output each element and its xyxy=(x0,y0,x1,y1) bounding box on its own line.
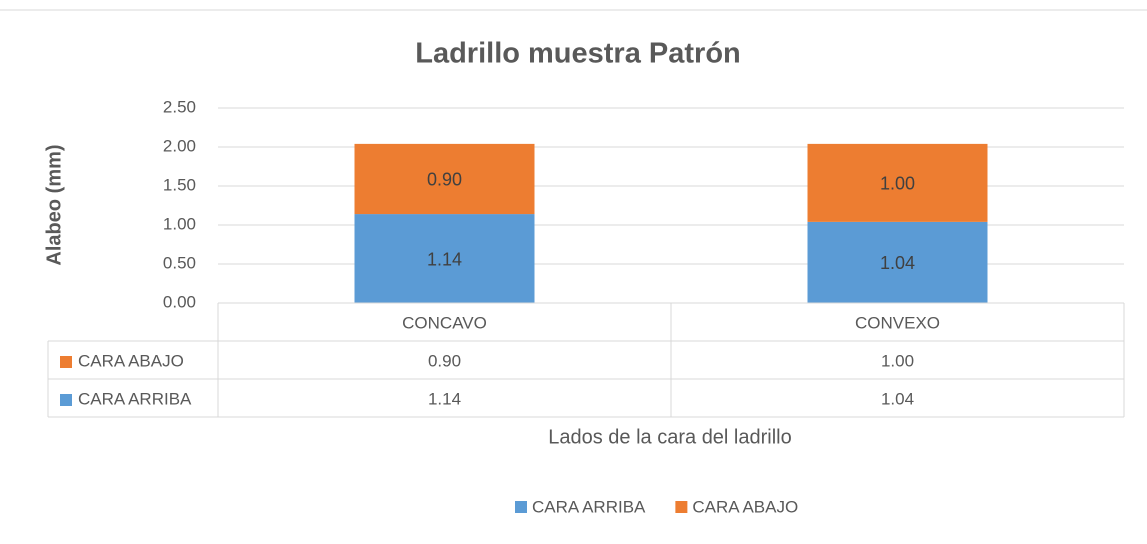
legend-key xyxy=(675,501,688,513)
y-tick-label: 0.50 xyxy=(163,253,196,272)
data-label: 1.04 xyxy=(880,253,915,273)
table-cell: 1.14 xyxy=(428,389,461,408)
legend-label: CARA ARRIBA xyxy=(532,497,646,516)
y-tick-label: 1.50 xyxy=(163,175,196,194)
y-tick-label: 2.00 xyxy=(163,136,196,155)
table-legend-key xyxy=(60,394,72,406)
table-series-name: CARA ARRIBA xyxy=(78,389,192,408)
y-tick-label: 0.00 xyxy=(163,292,196,311)
data-label: 1.14 xyxy=(427,249,462,269)
table-series-name: CARA ABAJO xyxy=(78,351,184,370)
legend-label: CARA ABAJO xyxy=(692,497,798,516)
table-cell: 0.90 xyxy=(428,351,461,370)
bar-segment xyxy=(807,221,988,303)
y-axis-title: Alabeo (mm) xyxy=(43,144,65,265)
y-tick-label: 2.50 xyxy=(163,97,196,116)
table-legend-key xyxy=(60,356,72,368)
table-cell: 1.04 xyxy=(881,389,914,408)
x-tick-label: CONVEXO xyxy=(855,313,940,332)
bar-segment xyxy=(807,143,988,222)
table-cell: 1.00 xyxy=(881,351,914,370)
legend-key xyxy=(515,501,527,513)
y-tick-label: 1.00 xyxy=(163,214,196,233)
bar-segment xyxy=(354,143,535,215)
x-axis-title: Lados de la cara del ladrillo xyxy=(548,426,792,448)
data-label: 1.00 xyxy=(880,174,915,194)
chart-title: Ladrillo muestra Patrón xyxy=(415,38,741,70)
bar-segment xyxy=(354,214,535,303)
data-label: 0.90 xyxy=(427,170,462,190)
x-tick-label: CONCAVO xyxy=(402,313,487,332)
